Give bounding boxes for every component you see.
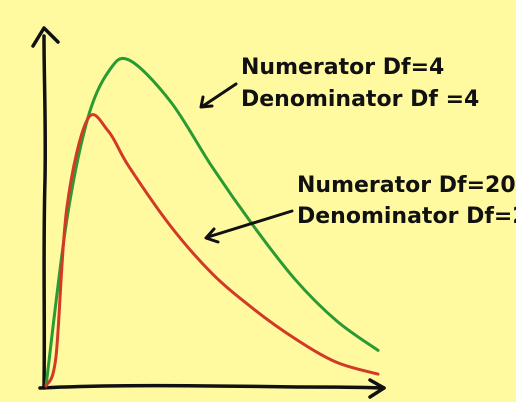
annotation-numerator-df4: Numerator Df=4: [241, 55, 445, 80]
series-line-df20: [44, 113, 380, 388]
annotation-arrowhead-df20: [204, 227, 220, 244]
annotation-arrowhead-df4: [199, 95, 214, 109]
y-axis-arrowhead: [31, 26, 60, 48]
annotation-arrow-df20: [206, 209, 294, 239]
series-line-df4: [44, 56, 380, 388]
y-axis: [42, 34, 48, 390]
annotation-denominator-df4: Denominator Df =4: [241, 87, 480, 112]
x-axis-arrowhead: [368, 378, 386, 399]
x-axis: [38, 383, 386, 390]
annotation-denominator-df20: Denominator Df=20: [297, 204, 516, 229]
annotation-arrow-df4: [201, 82, 238, 108]
annotation-numerator-df20: Numerator Df=20: [297, 173, 516, 198]
